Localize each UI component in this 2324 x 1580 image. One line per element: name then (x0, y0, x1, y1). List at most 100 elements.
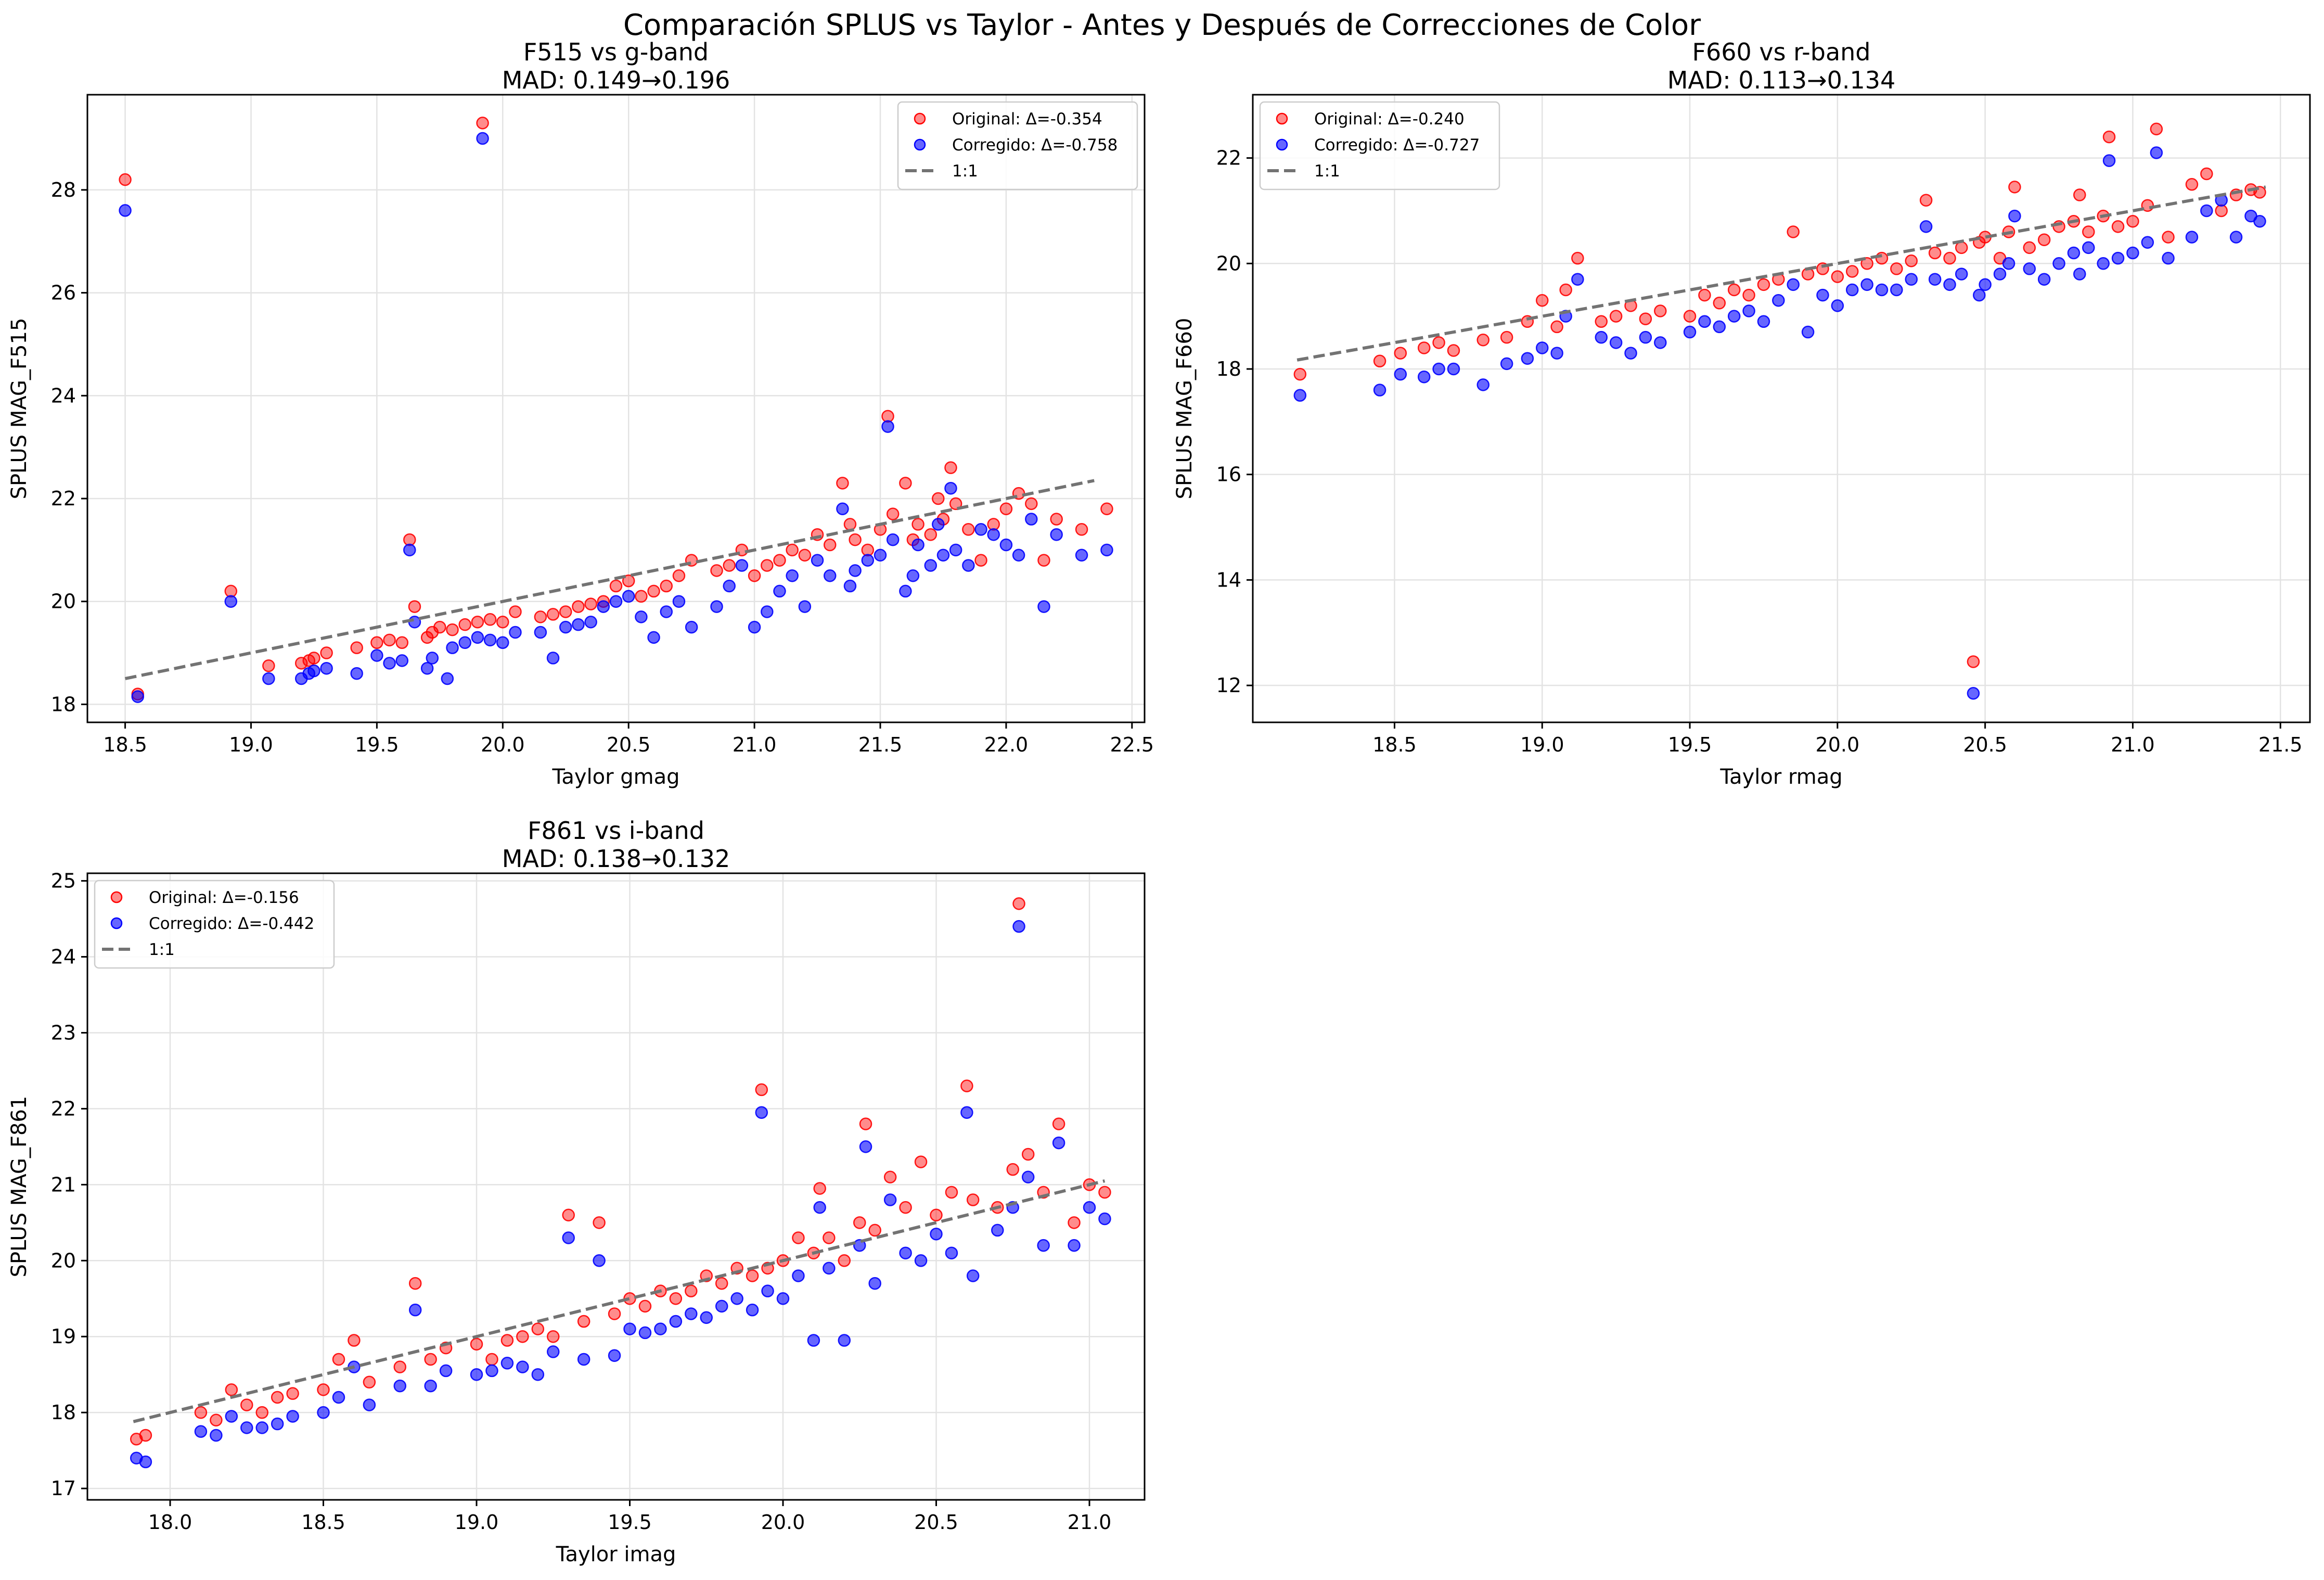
x-tick-label: 20.5 (1963, 733, 2007, 756)
data-point (1025, 497, 1038, 511)
y-tick-label: 22 (51, 487, 76, 510)
data-point (225, 1410, 238, 1423)
data-point (638, 1299, 652, 1313)
data-point (798, 600, 812, 613)
data-point (572, 600, 585, 613)
data-point (654, 1322, 667, 1335)
data-point (424, 1379, 437, 1393)
data-point (441, 672, 454, 685)
data-point (622, 590, 635, 603)
x-tick-label: 18.5 (301, 1511, 345, 1534)
data-point (924, 559, 938, 572)
data-point (485, 1353, 498, 1366)
one-to-one-line (1296, 185, 2266, 362)
data-point (483, 613, 497, 626)
data-point (433, 620, 446, 634)
data-point (476, 132, 489, 145)
data-point (584, 597, 597, 610)
data-point (194, 1425, 208, 1438)
data-point (547, 1330, 560, 1343)
data-point (1535, 294, 1549, 307)
data-point (2002, 257, 2015, 270)
data-point (1905, 254, 1918, 267)
data-point (1955, 267, 1968, 281)
x-tick-label: 20.5 (914, 1511, 958, 1534)
data-point (1831, 270, 1844, 283)
x-tick-label: 21.0 (2111, 733, 2155, 756)
data-point (899, 477, 912, 490)
data-point (426, 652, 439, 665)
data-point (1683, 325, 1697, 339)
data-point (966, 1193, 980, 1206)
data-point (669, 1292, 683, 1305)
data-point (1787, 278, 1800, 291)
data-point (2126, 214, 2139, 228)
series-corregido (130, 920, 1111, 1469)
data-point (408, 1277, 422, 1290)
data-point (2162, 251, 2175, 265)
data-point (715, 1299, 728, 1313)
data-point (2162, 231, 2175, 244)
legend: Original: Δ=-0.354 Corregido: Δ=-0.758 1:1 (897, 101, 1138, 190)
y-axis-label: SPLUS MAG_F660 (1173, 318, 1197, 500)
data-point (534, 610, 547, 623)
data-point (476, 117, 489, 130)
legend-marker (914, 112, 926, 125)
y-tick-label: 20 (51, 590, 76, 613)
data-point (408, 615, 421, 629)
data-point (672, 595, 686, 608)
data-point (755, 1083, 768, 1097)
chart-panel-3: 18.0 18.5 19.0 19.5 20.0 20.5 21.0 17 18 19 20 21 22… (7, 817, 1146, 1566)
data-point (531, 1322, 545, 1335)
data-point (635, 590, 648, 603)
data-point (715, 1277, 728, 1290)
data-point (987, 528, 1000, 541)
data-point (577, 1353, 590, 1366)
data-point (2200, 167, 2213, 181)
data-point (262, 659, 275, 672)
data-point (286, 1410, 299, 1423)
data-point (960, 1106, 973, 1119)
legend-marker (110, 891, 123, 903)
x-tick-label: 21.5 (858, 733, 903, 756)
data-point (761, 559, 774, 572)
y-tick-label: 12 (1216, 674, 1241, 697)
data-point (370, 649, 383, 662)
data-point (647, 631, 660, 644)
data-point (240, 1398, 253, 1411)
x-tick-label: 19.5 (355, 733, 399, 756)
data-point (672, 569, 686, 582)
data-point (813, 1182, 826, 1195)
data-point (945, 1186, 958, 1199)
data-point (1890, 262, 1903, 275)
data-point (509, 626, 522, 639)
data-point (669, 1315, 683, 1328)
data-point (562, 1208, 575, 1221)
data-point (1860, 257, 1873, 270)
data-point (838, 1334, 851, 1347)
data-point (1742, 304, 1755, 317)
x-tick-label: 18.5 (103, 733, 147, 756)
chart-subtitle: MAD: 0.138→0.132 (502, 845, 730, 873)
data-point (2102, 154, 2116, 167)
data-point (1742, 288, 1755, 302)
data-point (710, 564, 723, 577)
legend-box (1259, 101, 1500, 190)
data-point (1050, 528, 1063, 541)
y-tick-label: 19 (51, 1325, 76, 1348)
data-point (843, 518, 857, 531)
data-point (534, 626, 547, 639)
data-point (974, 523, 987, 536)
data-point (685, 1307, 698, 1320)
series-corregido (119, 132, 1113, 703)
x-tick-label: 21.5 (2258, 733, 2303, 756)
data-point (496, 636, 509, 649)
data-point (638, 1326, 652, 1340)
data-point (1037, 554, 1050, 567)
data-point (1373, 384, 1386, 397)
data-point (294, 657, 308, 670)
data-point (458, 618, 471, 631)
legend-label: 1:1 (952, 162, 978, 181)
data-point (853, 1216, 866, 1229)
data-point (1293, 389, 1307, 402)
